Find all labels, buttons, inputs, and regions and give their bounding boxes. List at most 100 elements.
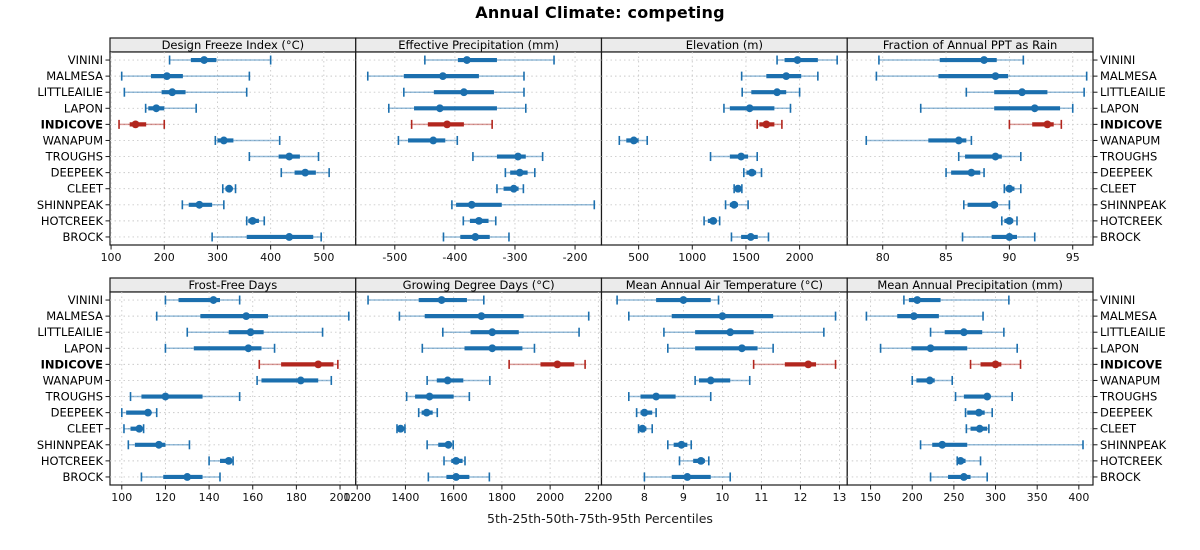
median-dot <box>762 120 771 129</box>
x-axis-tick-label: 1400 <box>391 491 419 504</box>
x-axis-tick-label: 200 <box>902 491 923 504</box>
panel-strip-title: Effective Precipitation (mm) <box>398 38 559 52</box>
dotplot-row-indicove <box>752 359 837 369</box>
dotplot-row-brock <box>427 472 491 482</box>
dotplot-row-shinnpeak <box>962 200 1011 210</box>
dotplot-row-shinnpeak <box>426 440 454 450</box>
median-dot <box>652 392 661 401</box>
median-dot <box>975 424 984 433</box>
x-axis-tick-label: 1600 <box>440 491 468 504</box>
median-dot <box>488 344 497 353</box>
dotplot-row-indicove <box>258 359 339 369</box>
panel-strip-title: Growing Degree Days (°C) <box>403 278 555 292</box>
dotplot-row-wanapum <box>865 135 973 145</box>
site-label-left: WANAPUM <box>43 373 103 387</box>
median-dot <box>200 56 209 64</box>
dotplot-row-hotcreek <box>1000 216 1018 226</box>
dotplot-row-vinini <box>424 55 555 65</box>
median-dot <box>1005 184 1014 193</box>
site-label-left: WANAPUM <box>43 133 103 147</box>
median-dot <box>435 104 444 113</box>
site-label-left: LITTLEAILIE <box>37 325 103 339</box>
median-dot <box>463 56 471 64</box>
dotplot-row-lapon <box>421 343 536 353</box>
median-dot <box>471 233 480 241</box>
panel-mean-annual-air-temperature-c: Mean Annual Air Temperature (°C) 8 9 10 11 12… <box>600 277 848 504</box>
site-label-left: MALMESA <box>46 309 103 323</box>
x-axis-tick-label: -300 <box>502 251 527 264</box>
x-axis-tick-label: 1500 <box>732 251 760 264</box>
panel-plot-area <box>109 291 357 486</box>
dotplot-row-vinini <box>168 55 272 65</box>
median-dot <box>224 456 233 465</box>
dotplot-row-wanapum <box>256 375 333 385</box>
x-axis-tick-label: 100 <box>111 491 132 504</box>
median-dot <box>209 296 218 304</box>
panel-fraction-of-annual-ppt-as-rain: Fraction of Annual PPT as Rain 80 85 90 95 <box>846 37 1094 264</box>
median-dot <box>679 296 688 304</box>
median-dot <box>131 120 140 129</box>
x-axis-tick-label: 2200 <box>584 491 612 504</box>
median-dot <box>773 88 781 97</box>
median-dot <box>677 440 686 449</box>
median-dot <box>163 72 171 81</box>
median-dot <box>991 152 1000 161</box>
median-dot <box>804 360 813 369</box>
site-label-right: CLEET <box>1100 422 1137 436</box>
x-axis-tick-label: 100 <box>101 251 122 264</box>
median-dot <box>959 473 968 481</box>
median-dot <box>991 72 1000 81</box>
x-axis-tick-label: 2000 <box>536 491 564 504</box>
site-label-right: LAPON <box>1100 341 1139 355</box>
x-axis-tick-label: 180 <box>286 491 307 504</box>
dotplot-row-wanapum <box>694 375 751 385</box>
dotplot-row-deepeek <box>742 168 763 178</box>
dotplot-row-malmesa <box>628 311 837 321</box>
x-axis-tick-label: 160 <box>242 491 263 504</box>
panel-strip-title: Mean Annual Air Temperature (°C) <box>626 278 823 292</box>
dotplot-row-shinnpeak <box>667 440 693 450</box>
dotplot-row-indicove <box>410 119 493 129</box>
x-axis-tick-label: 1800 <box>488 491 516 504</box>
median-dot <box>909 312 918 321</box>
dotplot-row-brock <box>929 472 989 482</box>
dotplot-row-brock <box>730 232 770 242</box>
dotplot-row-cleet <box>733 184 743 194</box>
dotplot-row-littleailie <box>123 87 248 97</box>
dotplot-row-malmesa <box>366 71 525 81</box>
median-dot <box>782 72 791 81</box>
median-dot <box>443 120 451 129</box>
dotplot-row-cleet <box>637 424 654 434</box>
site-label-right: TROUGHS <box>1099 390 1157 404</box>
dotplot-row-vinini <box>164 295 241 305</box>
dotplot-row-troughs <box>709 152 759 162</box>
dotplot-row-hotcreek <box>703 216 721 226</box>
median-dot <box>509 184 518 193</box>
median-dot <box>991 360 1000 369</box>
x-axis-tick-label: 80 <box>876 251 890 264</box>
dotplot-row-malmesa <box>740 71 819 81</box>
median-dot <box>638 424 647 433</box>
panel-plot-area <box>600 51 848 246</box>
dotplot-row-malmesa <box>865 311 984 321</box>
median-dot <box>438 72 447 81</box>
x-axis-tick-label: 400 <box>1068 491 1089 504</box>
median-dot <box>183 473 192 481</box>
median-dot <box>396 424 405 433</box>
site-label-right: DEEPEEK <box>1100 166 1153 180</box>
dotplot-row-deepeek <box>945 168 985 178</box>
x-axis-tick-label: 1000 <box>678 251 706 264</box>
panel-strip-title: Frost-Free Days <box>189 278 278 292</box>
median-dot <box>1005 216 1014 225</box>
median-dot <box>285 233 294 241</box>
median-dot <box>734 184 742 193</box>
median-dot <box>747 168 756 177</box>
site-label-right: VININI <box>1100 53 1135 67</box>
median-dot <box>488 328 497 337</box>
site-label-left: BROCK <box>62 470 103 484</box>
x-axis-tick-label: 500 <box>628 251 649 264</box>
median-dot <box>925 376 934 385</box>
site-label-left: INDICOVE <box>41 357 104 371</box>
